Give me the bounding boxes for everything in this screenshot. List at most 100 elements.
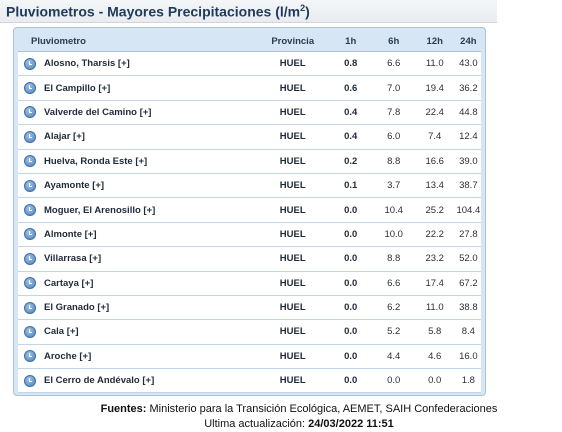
table-row[interactable]: Alajar [+] HUEL 0.4 6.0 7.4 12.4 [18,125,481,150]
province-cell: HUEL [257,76,328,101]
header-1h[interactable]: 1h [327,31,374,52]
table-row[interactable]: Ayamonte [+] HUEL 0.1 3.7 13.4 38.7 [18,173,481,199]
clock-icon-cell[interactable] [18,100,42,126]
clock-icon-cell[interactable] [18,149,42,174]
clock-icon-cell[interactable] [18,222,42,248]
value-24h: 67.2 [455,271,481,296]
gauge-name-link[interactable]: El Campillo [+] [42,76,258,101]
gauge-name-link[interactable]: Cartaya [+] [42,271,258,296]
table-row[interactable]: Aroche [+] HUEL 0.0 4.4 4.6 16.0 [18,344,481,370]
value-24h: 104.4 [455,198,481,223]
gauge-name-link[interactable]: Villarrasa [+] [42,247,258,272]
value-1h: 0.0 [327,295,374,321]
value-6h: 6.2 [373,295,414,321]
gauge-name-link[interactable]: Almonte [+] [42,222,258,248]
value-1h: 0.0 [327,198,374,223]
gauge-name-link[interactable]: Moguer, El Arenosillo [+] [42,198,258,223]
clock-icon[interactable] [24,252,36,265]
table-row[interactable]: Alosno, Tharsis [+] HUEL 0.8 6.6 11.0 43.0 [18,52,481,77]
table-row[interactable]: El Campillo [+] HUEL 0.6 7.0 19.4 36.2 [18,76,481,101]
value-6h: 4.4 [373,344,414,370]
province-cell: HUEL [257,369,328,394]
clock-icon[interactable] [24,106,36,119]
table-row[interactable]: Almonte [+] HUEL 0.0 10.0 22.2 27.8 [18,222,481,248]
table-row[interactable]: Moguer, El Arenosillo [+] HUEL 0.0 10.4 25.2… [18,198,481,223]
table-row[interactable]: Cala [+] HUEL 0.0 5.2 5.8 8.4 [18,320,481,345]
value-1h: 0.6 [327,76,374,101]
gauge-name-link[interactable]: Cala [+] [42,320,258,345]
clock-icon-cell[interactable] [18,344,42,370]
value-1h: 0.0 [327,369,374,394]
rain-gauge-table-panel: Pluviometro Provincia 1h 6h 12h 24h Alos… [13,27,486,396]
value-24h: 1.8 [455,369,481,394]
clock-icon[interactable] [24,301,36,314]
value-12h: 5.8 [413,320,456,345]
gauge-name-link[interactable]: El Granado [+] [42,295,258,321]
clock-icon-cell[interactable] [18,271,42,296]
header-gauge[interactable]: Pluviometro [18,31,258,52]
clock-icon[interactable] [24,277,36,290]
title-text: Pluviometros - Mayores Precipitaciones (… [6,3,301,20]
value-12h: 16.6 [413,149,456,174]
gauge-name-link[interactable]: Alajar [+] [42,125,258,150]
table-row[interactable]: Huelva, Ronda Este [+] HUEL 0.2 8.8 16.6 39.0 [18,149,481,174]
header-6h[interactable]: 6h [373,31,414,52]
value-12h: 22.4 [413,100,456,126]
gauge-name-link[interactable]: Aroche [+] [42,344,258,370]
clock-icon-cell[interactable] [18,247,42,272]
value-24h: 38.8 [455,295,481,321]
value-24h: 8.4 [455,320,481,345]
table-row[interactable]: El Granado [+] HUEL 0.0 6.2 11.0 38.8 [18,295,481,321]
gauge-name-link[interactable]: El Cerro de Andévalo [+] [42,369,258,394]
footer-sources: Fuentes: Ministerio para la Transición E… [36,403,562,415]
clock-icon-cell[interactable] [18,295,42,321]
header-24h[interactable]: 24h [455,31,481,52]
value-1h: 0.0 [327,271,374,296]
value-24h: 12.4 [455,125,481,150]
gauge-name-link[interactable]: Huelva, Ronda Este [+] [42,149,258,174]
clock-icon[interactable] [24,82,36,95]
value-24h: 36.2 [455,76,481,101]
clock-icon[interactable] [24,57,36,70]
table-row[interactable]: Valverde del Camino [+] HUEL 0.4 7.8 22.4 44.… [18,100,481,126]
clock-icon[interactable] [24,204,36,217]
value-1h: 0.0 [327,247,374,272]
table-row[interactable]: El Cerro de Andévalo [+] HUEL 0.0 0.0 0.0 1.8 [18,369,481,394]
clock-icon[interactable] [24,350,36,363]
clock-icon[interactable] [24,374,36,387]
clock-icon-cell[interactable] [18,125,42,150]
gauge-name-link[interactable]: Alosno, Tharsis [+] [42,52,258,77]
value-6h: 8.8 [373,247,414,272]
header-12h[interactable]: 12h [413,31,456,52]
table-row[interactable]: Villarrasa [+] HUEL 0.0 8.8 23.2 52.0 [18,247,481,272]
value-24h: 52.0 [455,247,481,272]
header-province[interactable]: Provincia [257,31,328,52]
clock-icon-cell[interactable] [18,173,42,199]
province-cell: HUEL [257,271,328,296]
province-cell: HUEL [257,125,328,150]
value-12h: 19.4 [413,76,456,101]
clock-icon[interactable] [24,155,36,168]
clock-icon-cell[interactable] [18,198,42,223]
value-6h: 6.6 [373,52,414,77]
gauge-name-link[interactable]: Ayamonte [+] [42,173,258,199]
value-6h: 6.0 [373,125,414,150]
clock-icon-cell[interactable] [18,320,42,345]
province-cell: HUEL [257,198,328,223]
table-row[interactable]: Cartaya [+] HUEL 0.0 6.6 17.4 67.2 [18,271,481,296]
update-value: 24/03/2022 11:51 [308,418,394,430]
clock-icon-cell[interactable] [18,369,42,394]
clock-icon[interactable] [24,325,36,338]
rain-gauge-table: Pluviometro Provincia 1h 6h 12h 24h Alos… [18,31,481,394]
clock-icon[interactable] [24,179,36,192]
value-1h: 0.4 [327,125,374,150]
clock-icon[interactable] [24,228,36,241]
clock-icon[interactable] [24,130,36,143]
sources-label: Fuentes: [100,403,147,415]
clock-icon-cell[interactable] [18,52,42,77]
value-12h: 13.4 [413,173,456,199]
clock-icon-cell[interactable] [18,76,42,101]
value-24h: 27.8 [455,222,481,248]
gauge-name-link[interactable]: Valverde del Camino [+] [42,100,258,126]
value-6h: 10.0 [373,222,414,248]
